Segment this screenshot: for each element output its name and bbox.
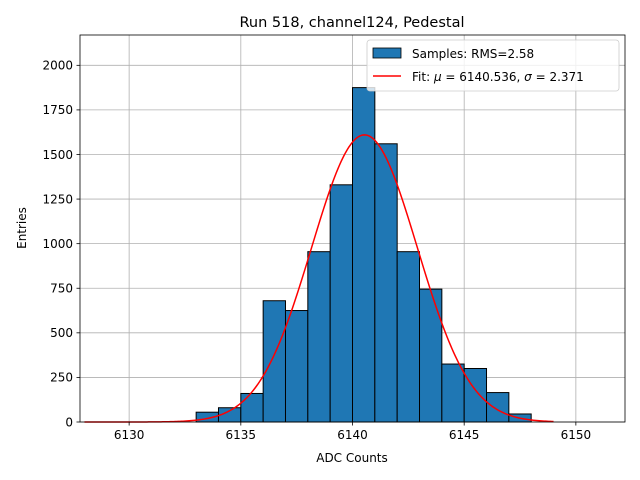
y-tick-label: 2000: [42, 59, 73, 73]
legend-samples-swatch: [372, 47, 402, 59]
x-tick-label: 6130: [114, 428, 145, 442]
y-tick-label: 1750: [42, 103, 73, 117]
histogram-bar: [262, 300, 286, 423]
histogram-bar: [307, 251, 331, 423]
x-tick-label: 6135: [226, 428, 257, 442]
histogram-bar: [441, 363, 465, 423]
histogram-bar: [486, 392, 510, 423]
legend-box: [366, 39, 620, 92]
y-tick-label: 1250: [42, 192, 73, 206]
legend-fit-sigma-symbol: σ: [524, 70, 532, 84]
axis-ticks: 6130 6135 6140 6145 6150 0 250 500 750 1000 1250 15…: [42, 59, 591, 442]
y-tick-label: 1000: [42, 237, 73, 251]
histogram-bar: [240, 392, 264, 423]
legend-fit-mu-value: = 6140.536,: [442, 70, 525, 84]
y-axis-label: Entries: [15, 207, 29, 249]
x-tick-label: 6145: [449, 428, 480, 442]
x-tick-label: 6140: [337, 428, 368, 442]
chart-title: Run 518, channel124, Pedestal: [239, 15, 464, 31]
legend-fit-label: Fit: μ = 6140.536, σ = 2.371: [412, 70, 584, 84]
legend-fit-mu-symbol: μ: [433, 70, 442, 84]
x-axis-label: ADC Counts: [316, 451, 388, 465]
y-tick-label: 250: [50, 371, 73, 385]
legend-fit-sigma-value: = 2.371: [532, 70, 584, 84]
histogram-bar: [284, 310, 309, 423]
y-tick-label: 750: [50, 282, 73, 296]
legend-samples-label: Samples: RMS=2.58: [412, 47, 534, 61]
histogram-bar: [329, 184, 354, 423]
histogram-bar: [374, 143, 398, 423]
y-tick-label: 0: [65, 415, 73, 429]
y-tick-label: 1500: [42, 148, 73, 162]
histogram-bar: [396, 251, 421, 423]
histogram-bars: [195, 87, 532, 423]
y-tick-label: 500: [50, 326, 73, 340]
legend-fit-prefix: Fit:: [412, 70, 434, 84]
histogram-bar: [463, 367, 488, 423]
x-tick-label: 6150: [561, 428, 592, 442]
histogram-bar: [419, 288, 443, 423]
legend: Samples: RMS=2.58 Fit: μ = 6140.536, σ =…: [366, 39, 620, 92]
